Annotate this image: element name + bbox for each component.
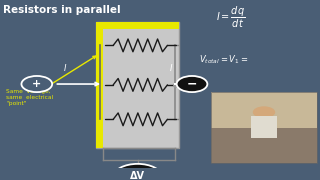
Bar	[211, 128, 317, 163]
Text: +: +	[32, 79, 41, 89]
Bar	[96, 22, 179, 148]
Text: $V_{total} = V_1 =$: $V_{total} = V_1 =$	[199, 54, 249, 66]
Text: −: −	[187, 78, 197, 91]
Circle shape	[114, 164, 162, 180]
Circle shape	[177, 76, 207, 92]
Text: $I$: $I$	[169, 62, 173, 73]
Bar	[211, 93, 317, 163]
Text: $I$: $I$	[63, 62, 68, 73]
Circle shape	[21, 76, 52, 92]
Text: ΔV: ΔV	[130, 172, 145, 180]
Bar	[211, 93, 317, 128]
Text: $I = \dfrac{dq}{dt}$: $I = \dfrac{dq}{dt}$	[216, 5, 245, 30]
Bar	[251, 116, 277, 138]
Text: Resistors in parallel: Resistors in parallel	[3, 5, 121, 15]
Circle shape	[253, 106, 275, 118]
Bar	[96, 22, 103, 148]
Bar	[96, 22, 179, 29]
Text: Same  voltage,
same  electrical
"point": Same voltage, same electrical "point"	[6, 56, 96, 106]
